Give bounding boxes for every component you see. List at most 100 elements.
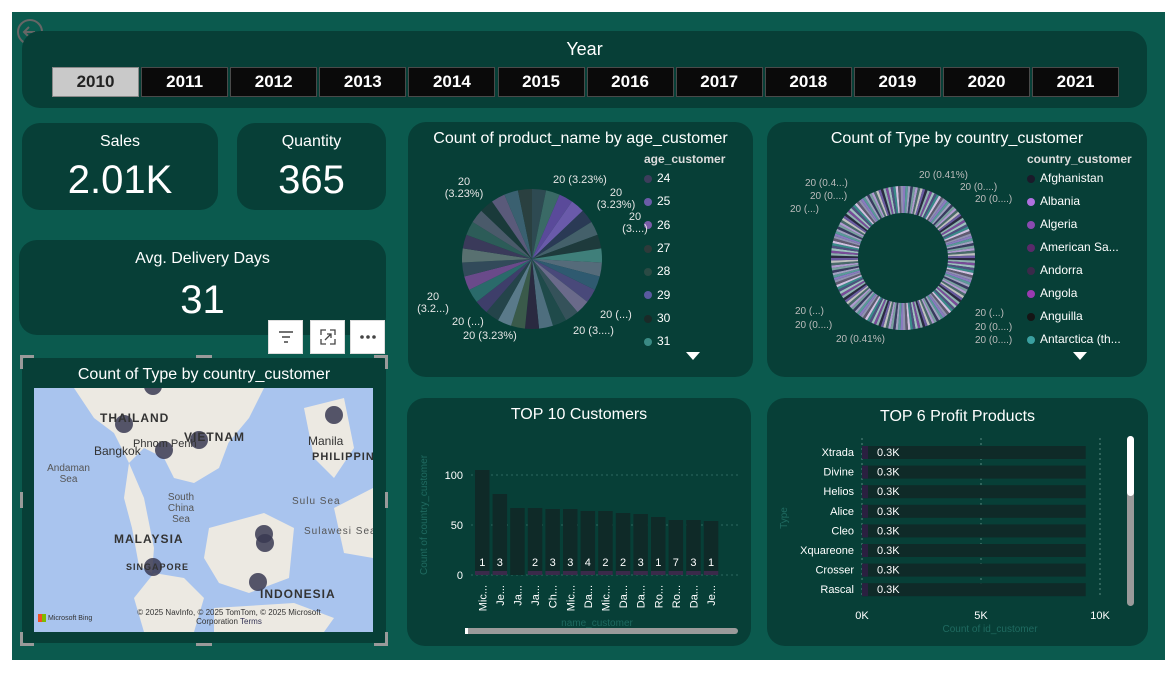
donut-slice[interactable] bbox=[858, 199, 877, 223]
donut-slice[interactable] bbox=[936, 286, 959, 307]
donut-slice[interactable] bbox=[876, 190, 888, 217]
legend-item-age-25[interactable]: 25 bbox=[644, 194, 670, 208]
donut-slice[interactable] bbox=[945, 271, 972, 283]
donut-slice[interactable] bbox=[922, 297, 937, 323]
pie-slice[interactable] bbox=[504, 190, 532, 259]
donut-slice[interactable] bbox=[933, 290, 954, 312]
donut-slice[interactable] bbox=[947, 245, 975, 252]
donut-slice[interactable] bbox=[915, 188, 926, 216]
bar-segment[interactable] bbox=[862, 544, 868, 557]
year-button-2016[interactable]: 2016 bbox=[586, 67, 674, 97]
donut-slice[interactable] bbox=[833, 235, 861, 246]
donut-slice[interactable] bbox=[836, 274, 862, 288]
bar-segment[interactable] bbox=[633, 571, 648, 575]
donut-slice[interactable] bbox=[944, 273, 971, 285]
bar-segment[interactable] bbox=[668, 571, 684, 575]
donut-slice[interactable] bbox=[934, 206, 955, 227]
donut-slice[interactable] bbox=[934, 289, 955, 310]
donut-slice[interactable] bbox=[831, 262, 859, 269]
legend-item-age-31[interactable]: 31 bbox=[644, 334, 670, 348]
map-view[interactable]: THAILAND VIETNAM Bangkok Phnom Penh Anda… bbox=[34, 388, 373, 632]
donut-slice[interactable] bbox=[947, 262, 975, 269]
donut-slice[interactable] bbox=[851, 206, 872, 227]
bar[interactable] bbox=[862, 563, 1086, 577]
legend-item-country[interactable]: Anguilla bbox=[1027, 309, 1083, 323]
pie-slice[interactable] bbox=[532, 259, 602, 277]
donut-slice[interactable] bbox=[852, 290, 873, 312]
donut-slice[interactable] bbox=[946, 240, 974, 249]
donut-slice[interactable] bbox=[925, 195, 942, 220]
bar[interactable] bbox=[615, 513, 631, 575]
donut-slice[interactable] bbox=[926, 295, 944, 320]
donut-slice[interactable] bbox=[909, 186, 916, 214]
donut-slice[interactable] bbox=[846, 285, 869, 305]
donut-slice[interactable] bbox=[843, 215, 867, 233]
legend-item-age-27[interactable]: 27 bbox=[644, 241, 670, 255]
donut-slice[interactable] bbox=[862, 295, 880, 320]
donut-slice[interactable] bbox=[937, 211, 960, 231]
donut-slice[interactable] bbox=[864, 296, 881, 321]
donut-slice[interactable] bbox=[928, 294, 946, 318]
pie-slice[interactable] bbox=[511, 259, 532, 329]
donut-slice[interactable] bbox=[900, 302, 903, 330]
bar[interactable] bbox=[545, 509, 560, 575]
bar[interactable] bbox=[510, 508, 525, 575]
legend-item-age-26[interactable]: 26 bbox=[644, 218, 670, 232]
donut-slice[interactable] bbox=[947, 243, 974, 251]
legend-item-country[interactable]: Albania bbox=[1027, 194, 1080, 208]
donut-slice[interactable] bbox=[941, 279, 967, 294]
donut-slice[interactable] bbox=[831, 259, 859, 264]
donut-slice[interactable] bbox=[831, 250, 859, 255]
donut-slice[interactable] bbox=[885, 301, 894, 329]
bar-segment[interactable] bbox=[580, 571, 596, 575]
donut-slice[interactable] bbox=[831, 258, 859, 261]
bar[interactable] bbox=[862, 544, 1086, 557]
scrollbar-thumb[interactable] bbox=[1127, 436, 1134, 496]
donut-slice[interactable] bbox=[947, 264, 975, 271]
pie-slice[interactable] bbox=[532, 259, 578, 321]
resize-handle[interactable] bbox=[374, 355, 388, 358]
donut-slice[interactable] bbox=[910, 302, 918, 329]
legend-item-country[interactable]: Afghanistan bbox=[1027, 171, 1103, 185]
donut-slice[interactable] bbox=[944, 274, 970, 288]
donut-slice[interactable] bbox=[892, 186, 899, 214]
donut-slice[interactable] bbox=[926, 196, 944, 221]
donut-slice[interactable] bbox=[924, 194, 939, 220]
top-customers-chart[interactable]: 0 50 100 1 Mic... 3 Je... Ja... 2 Ja... 3 Ch... 3 Mic… bbox=[407, 430, 751, 646]
donut-slice[interactable] bbox=[942, 224, 968, 239]
donut-slice[interactable] bbox=[931, 202, 952, 225]
donut-slice[interactable] bbox=[858, 293, 877, 317]
bar-segment[interactable] bbox=[527, 571, 543, 575]
donut-slice[interactable] bbox=[943, 276, 969, 290]
donut-slice[interactable] bbox=[851, 289, 872, 310]
bar-segment[interactable] bbox=[862, 563, 868, 577]
bar-segment[interactable] bbox=[651, 571, 666, 575]
bar-segment[interactable] bbox=[475, 571, 490, 575]
donut-slice[interactable] bbox=[844, 213, 868, 232]
donut-slice[interactable] bbox=[918, 299, 930, 326]
pie-slice[interactable] bbox=[498, 259, 532, 326]
bar[interactable] bbox=[475, 470, 490, 575]
donut-slice[interactable] bbox=[937, 285, 960, 305]
donut-slice[interactable] bbox=[841, 281, 866, 299]
year-button-2015[interactable]: 2015 bbox=[497, 67, 585, 97]
pie-slice[interactable] bbox=[517, 189, 532, 259]
bar-segment[interactable] bbox=[862, 485, 868, 499]
donut-slice[interactable] bbox=[921, 192, 935, 218]
year-button-2019[interactable]: 2019 bbox=[853, 67, 941, 97]
donut-slice[interactable] bbox=[916, 300, 928, 327]
donut-slice[interactable] bbox=[880, 300, 891, 328]
donut-slice[interactable] bbox=[831, 245, 859, 252]
bar-segment[interactable] bbox=[862, 524, 868, 538]
bar[interactable] bbox=[862, 485, 1086, 499]
donut-slice[interactable] bbox=[931, 291, 952, 314]
donut-slice[interactable] bbox=[919, 191, 933, 217]
pie-slice[interactable] bbox=[492, 194, 532, 259]
donut-slice[interactable] bbox=[852, 204, 873, 226]
year-button-2018[interactable]: 2018 bbox=[764, 67, 852, 97]
donut-slice[interactable] bbox=[924, 296, 939, 322]
donut-slice[interactable] bbox=[936, 209, 959, 230]
pie-slice[interactable] bbox=[469, 259, 532, 302]
donut-slice[interactable] bbox=[832, 243, 859, 251]
resize-handle[interactable] bbox=[20, 492, 23, 508]
